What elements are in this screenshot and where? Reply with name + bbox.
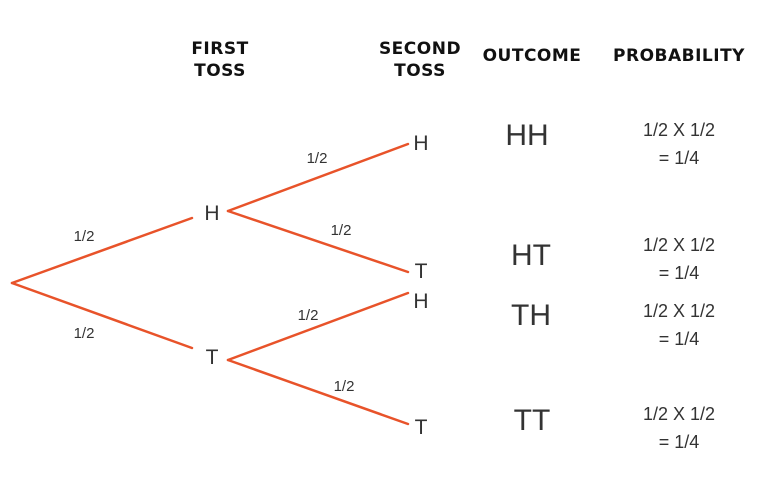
prob-h-h: 1/2 [307,150,328,167]
node-first-t: T [206,346,219,369]
calc-ht-product: 1/2 X 1/2 [642,235,716,255]
calc-th-result: = 1/4 [658,329,700,349]
header-first-toss: FIRST TOSS [170,38,270,82]
branch-h-to-hh [226,142,410,213]
calc-hh-result: = 1/4 [658,148,700,168]
calc-tt-product: 1/2 X 1/2 [642,404,716,424]
header-first-toss-line1: FIRST [191,39,249,59]
outcome-hh: HH [505,119,549,152]
header-outcome-label: OUTCOME [482,46,582,66]
header-first-toss-line2: TOSS [194,61,246,81]
outcome-tt: TT [513,404,551,437]
prob-root-h: 1/2 [74,228,95,245]
header-second-toss: SECOND TOSS [370,38,470,82]
calc-hh-product: 1/2 X 1/2 [642,120,716,140]
branch-t-to-th [226,291,410,362]
prob-t-h: 1/2 [298,307,319,324]
node-second-ht: T [415,260,428,283]
branch-root-to-t [10,281,194,350]
calc-th-product: 1/2 X 1/2 [642,301,716,321]
calc-ht-result: = 1/4 [658,263,700,283]
calc-ht: 1/2 X 1/2 = 1/4 [604,231,754,287]
branch-root-to-h [10,216,194,285]
prob-t-t: 1/2 [334,378,355,395]
header-second-toss-line2: TOSS [394,61,446,81]
branch-t-to-tt [226,358,410,426]
calc-tt: 1/2 X 1/2 = 1/4 [604,400,754,456]
outcome-th: TH [511,299,551,332]
calc-tt-result: = 1/4 [658,432,700,452]
calc-hh: 1/2 X 1/2 = 1/4 [604,116,754,172]
header-probability: PROBABILITY [600,45,758,67]
branch-h-to-ht [226,209,410,274]
calc-th: 1/2 X 1/2 = 1/4 [604,297,754,353]
node-second-hh: H [413,132,428,155]
header-second-toss-line1: SECOND [378,39,462,59]
outcome-ht: HT [511,239,551,272]
node-first-h: H [204,202,219,225]
node-second-th: H [413,290,428,313]
node-second-tt: T [415,416,428,439]
prob-root-t: 1/2 [74,325,95,342]
prob-h-t: 1/2 [331,222,352,239]
header-outcome: OUTCOME [474,45,590,67]
header-probability-label: PROBABILITY [613,46,745,66]
